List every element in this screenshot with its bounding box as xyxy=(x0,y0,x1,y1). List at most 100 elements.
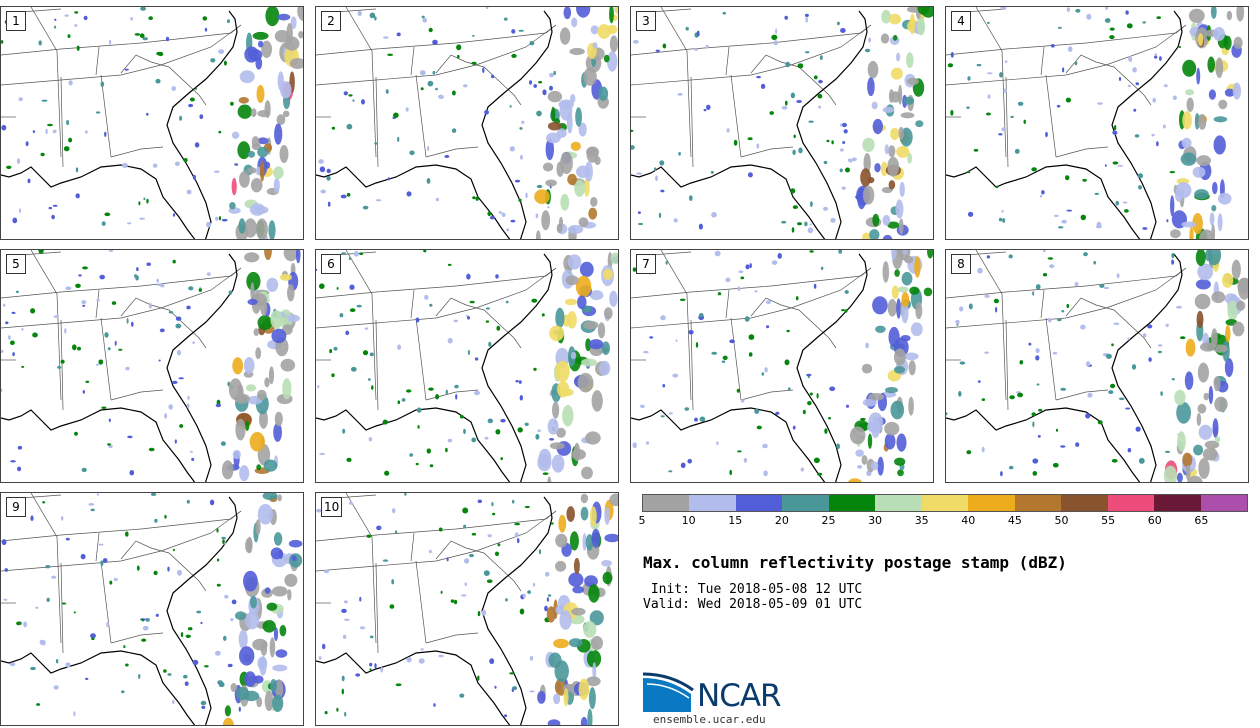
echo-cell xyxy=(447,337,453,344)
state-border xyxy=(120,540,207,592)
storm-cell xyxy=(567,311,577,329)
echo-cell xyxy=(111,301,117,305)
echo-cell xyxy=(763,470,768,477)
echo-cell xyxy=(201,705,206,709)
storm-cell xyxy=(277,13,291,21)
echo-cell xyxy=(806,373,812,377)
echo-cell xyxy=(61,602,67,605)
storm-cell xyxy=(576,7,591,18)
storm-cell xyxy=(253,205,269,214)
storm-cell xyxy=(592,42,598,49)
storm-cell xyxy=(1226,10,1233,21)
echo-cell xyxy=(21,365,25,368)
echo-cell xyxy=(1138,185,1142,190)
echo-cell xyxy=(96,493,100,496)
echo-cell xyxy=(318,159,324,164)
storm-cell xyxy=(888,180,896,190)
echo-cell xyxy=(1147,324,1153,329)
echo-cell xyxy=(329,349,332,354)
echo-cell xyxy=(12,217,18,224)
storm-cell xyxy=(534,189,550,204)
storm-cell xyxy=(570,351,577,360)
storm-cell xyxy=(238,97,249,104)
echo-cell xyxy=(1060,387,1067,391)
echo-cell xyxy=(435,394,440,400)
echo-cell xyxy=(5,321,9,325)
echo-cell xyxy=(187,395,190,400)
echo-cell xyxy=(722,355,728,360)
storm-cell xyxy=(261,680,273,693)
coastline xyxy=(316,496,553,725)
panel-number: 5 xyxy=(6,254,26,274)
echo-cell xyxy=(524,422,529,426)
echo-cell xyxy=(326,168,331,174)
echo-cell xyxy=(1086,13,1092,20)
echo-cell xyxy=(500,418,506,423)
state-border xyxy=(1055,389,1109,401)
echo-cell xyxy=(361,99,365,105)
storm-cell xyxy=(1208,385,1214,405)
storm-cell xyxy=(1232,82,1242,100)
echo-cell xyxy=(158,359,161,362)
echo-cell xyxy=(359,596,362,602)
echo-cell xyxy=(376,525,382,531)
echo-cell xyxy=(447,438,453,443)
echo-cell xyxy=(1075,442,1080,447)
echo-cell xyxy=(125,531,129,537)
echo-cell xyxy=(500,457,503,461)
storm-cell xyxy=(558,514,567,533)
echo-cell xyxy=(512,686,518,691)
echo-cell xyxy=(374,663,377,669)
echo-cell xyxy=(364,327,369,330)
storm-cell xyxy=(257,146,269,158)
echo-cell xyxy=(369,662,373,667)
storm-cell xyxy=(248,49,263,61)
echo-cell xyxy=(121,690,125,694)
echo-cell xyxy=(524,505,530,509)
storm-cell xyxy=(1176,401,1191,424)
echo-cell xyxy=(748,334,755,340)
storm-cell xyxy=(910,322,923,337)
echo-cell xyxy=(818,105,821,109)
storm-cell xyxy=(565,275,579,286)
echo-cell xyxy=(186,189,192,195)
echo-cell xyxy=(984,294,990,298)
storm-cell xyxy=(1188,8,1205,23)
echo-cell xyxy=(1171,252,1175,259)
storm-cell xyxy=(247,298,258,305)
echo-cell xyxy=(107,347,111,351)
echo-cell xyxy=(817,93,823,99)
storm-cell xyxy=(603,54,610,63)
storm-cell xyxy=(560,152,573,175)
echo-cell xyxy=(688,329,694,335)
echo-cell xyxy=(165,36,170,42)
storm-cell xyxy=(546,132,561,144)
echo-cell xyxy=(466,273,471,280)
echo-cell xyxy=(192,341,195,345)
storm-cell xyxy=(252,638,268,651)
storm-cell xyxy=(1214,396,1228,412)
echo-cell xyxy=(455,393,458,400)
echo-cell xyxy=(950,109,954,116)
echo-cell xyxy=(3,303,6,307)
echo-cell xyxy=(748,352,753,357)
echo-cell xyxy=(53,685,59,690)
echo-cell xyxy=(549,72,554,78)
storm-cell xyxy=(583,621,597,638)
storm-cell xyxy=(1195,250,1206,267)
echo-cell xyxy=(323,569,329,574)
echo-cell xyxy=(494,551,500,556)
echo-cell xyxy=(781,220,787,224)
storm-cell xyxy=(239,646,255,666)
echo-cell xyxy=(1067,46,1073,52)
storm-cell xyxy=(1213,344,1228,353)
echo-cell xyxy=(1131,364,1137,370)
storm-cell xyxy=(224,705,231,717)
echo-cell xyxy=(966,106,970,109)
echo-cell xyxy=(11,311,16,314)
echo-cell xyxy=(947,63,954,68)
storm-cell xyxy=(1223,35,1232,50)
colorbar-bin-7 xyxy=(968,495,1015,511)
storm-cell xyxy=(243,357,255,374)
echo-cell xyxy=(218,130,222,134)
